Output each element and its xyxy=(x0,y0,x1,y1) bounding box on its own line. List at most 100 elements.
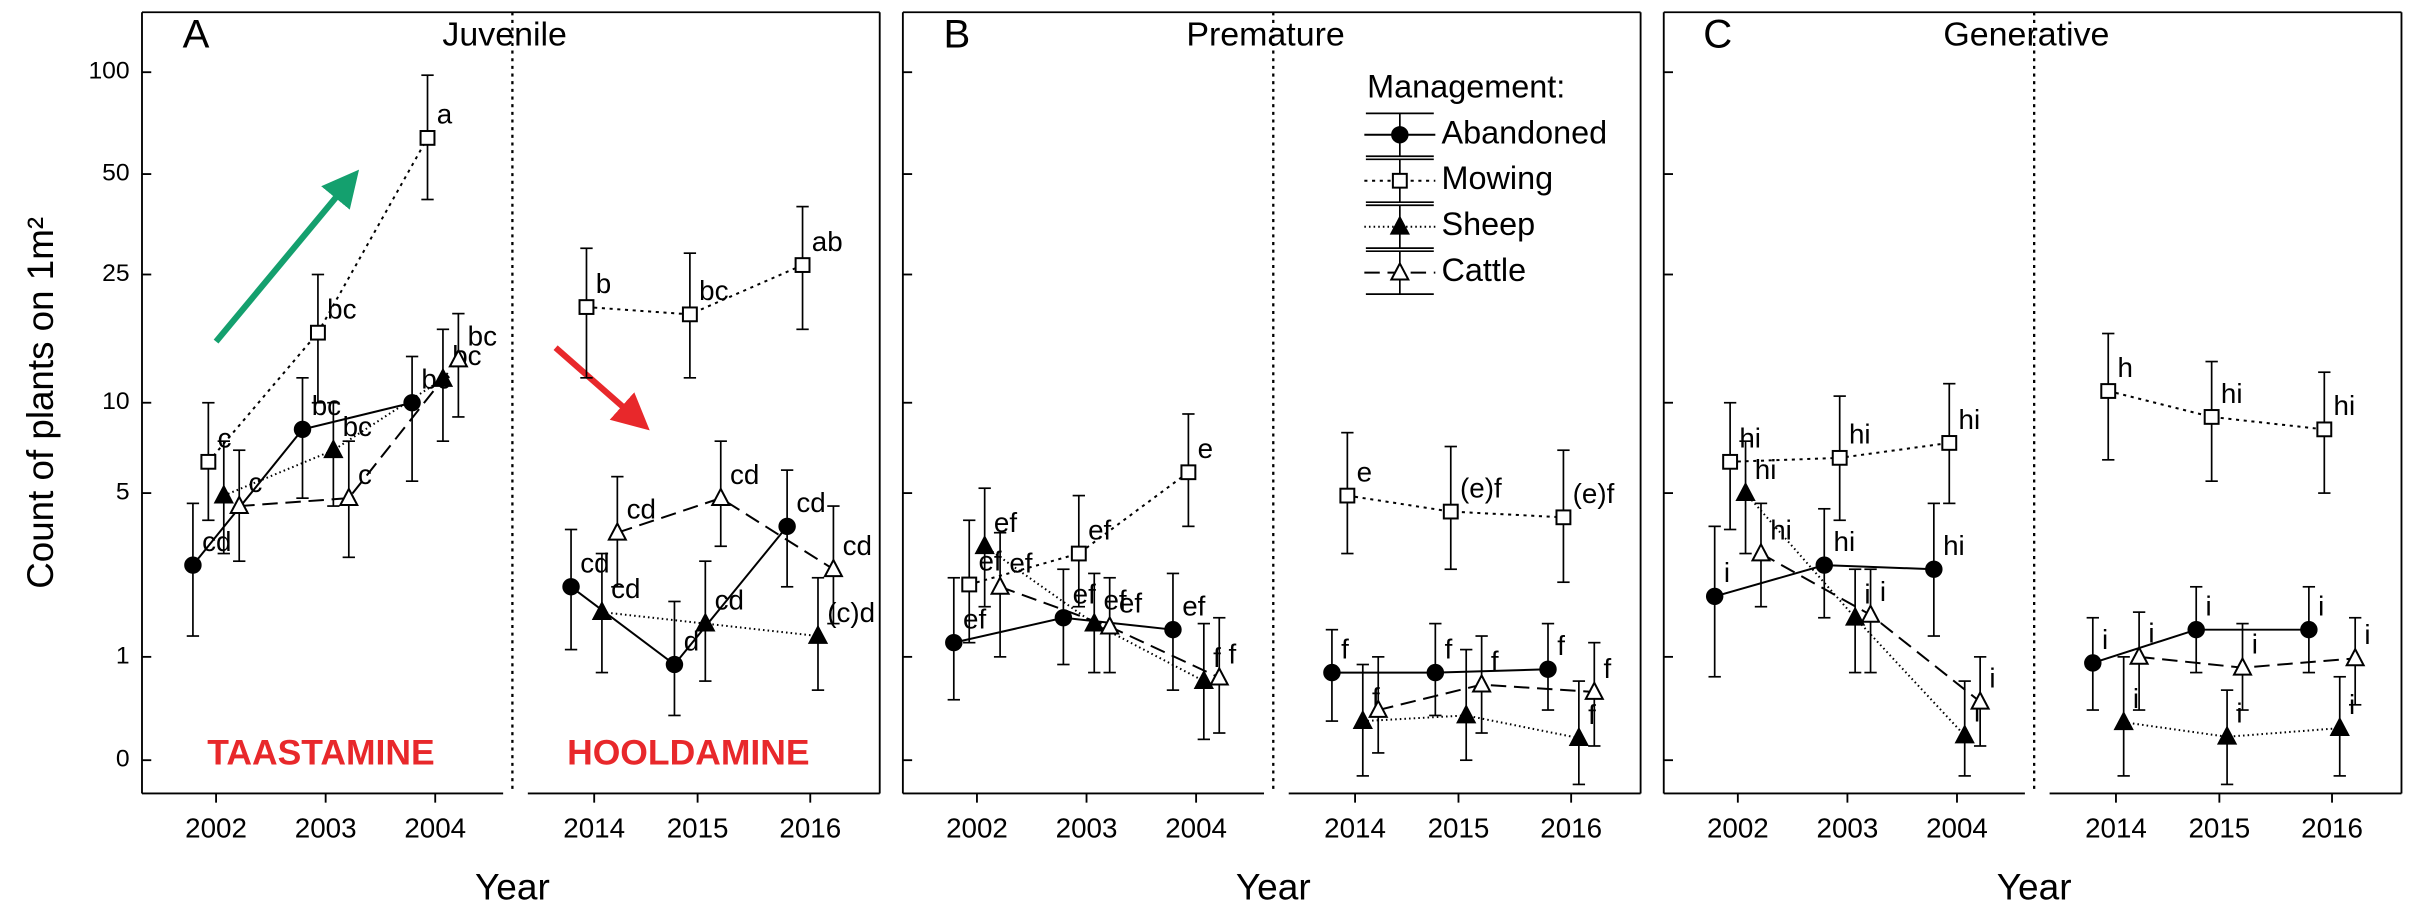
group-letter: bc xyxy=(343,411,372,442)
y-tick-label: 10 xyxy=(102,388,129,415)
data-point xyxy=(807,624,829,644)
group-letter: ef xyxy=(963,604,986,635)
series-line xyxy=(617,497,834,571)
legend-marker xyxy=(1391,172,1408,189)
data-point xyxy=(1705,587,1724,606)
group-letter: f xyxy=(1604,653,1612,684)
data-point xyxy=(989,575,1011,595)
y-tick-label: 0 xyxy=(116,746,130,773)
data-point xyxy=(309,324,326,341)
x-tick-label: 2003 xyxy=(1056,813,1118,844)
data-point xyxy=(2203,409,2220,425)
x-tick-label: 2002 xyxy=(185,813,247,844)
group-letter: bc xyxy=(327,294,356,325)
group-letter: i xyxy=(2364,619,2370,650)
data-point xyxy=(1735,481,1756,501)
group-letter: f xyxy=(1229,639,1237,670)
data-point xyxy=(1722,453,1739,470)
y-axis-label: Count of plants on 1m² xyxy=(20,217,61,589)
data-point xyxy=(2187,621,2205,639)
x-tick-label: 2015 xyxy=(667,813,729,844)
data-point xyxy=(1180,464,1197,481)
group-letter: hi xyxy=(1834,526,1856,557)
data-point xyxy=(1815,556,1833,574)
data-point xyxy=(1339,487,1356,504)
data-point xyxy=(681,306,698,323)
group-letter: i xyxy=(2205,591,2211,622)
group-letter: bc xyxy=(468,320,497,351)
x-tick-label: 2015 xyxy=(2188,813,2250,844)
panel-title: Juvenile xyxy=(442,16,567,54)
data-point xyxy=(823,557,844,578)
series-line xyxy=(1347,494,1564,519)
group-letter: ef xyxy=(1088,514,1111,545)
x-tick-label: 2004 xyxy=(404,813,466,844)
data-point xyxy=(607,521,628,541)
x-tick-label: 2015 xyxy=(1428,813,1490,844)
data-point xyxy=(2113,710,2134,731)
group-letter: f xyxy=(1491,646,1499,677)
x-tick-label: 2014 xyxy=(1324,813,1386,844)
group-letter: b xyxy=(596,268,611,299)
x-axis-label: Year xyxy=(1997,867,2072,908)
x-tick-label: 2002 xyxy=(946,813,1008,844)
group-letter: cd xyxy=(715,585,744,616)
group-letter: i xyxy=(2236,698,2242,729)
data-point xyxy=(1070,545,1087,562)
data-point xyxy=(710,486,731,507)
group-letter: ef xyxy=(1119,588,1142,619)
data-point xyxy=(794,257,811,273)
group-letter: ef xyxy=(994,507,1017,538)
data-point xyxy=(665,655,684,674)
data-point xyxy=(695,612,716,632)
group-letter: ab xyxy=(812,226,843,257)
y-tick-label: 50 xyxy=(102,160,129,187)
x-tick-label: 2014 xyxy=(563,813,625,844)
data-point xyxy=(1471,673,1492,693)
data-point xyxy=(945,634,963,652)
data-point xyxy=(1831,449,1848,466)
data-point xyxy=(1584,680,1605,700)
group-letter: i xyxy=(1864,579,1870,610)
group-letter: i xyxy=(2148,618,2154,649)
data-point xyxy=(1099,615,1120,635)
x-tick-label: 2002 xyxy=(1707,813,1769,844)
x-tick-label: 2016 xyxy=(2301,813,2363,844)
data-point xyxy=(562,578,580,596)
legend-label: Cattle xyxy=(1442,252,1527,288)
data-point xyxy=(1368,698,1389,718)
data-point xyxy=(2216,725,2238,745)
group-letter: cd xyxy=(627,494,656,525)
data-point xyxy=(961,576,978,593)
legend-label: Abandoned xyxy=(1442,114,1608,150)
x-axis-label: Year xyxy=(475,867,550,908)
annotation: TAASTAMINE xyxy=(207,734,434,773)
data-point xyxy=(229,494,250,514)
data-point xyxy=(1456,704,1477,724)
data-point xyxy=(2300,621,2318,639)
y-tick-label: 25 xyxy=(102,260,129,287)
data-point xyxy=(2316,421,2333,438)
group-letter: bc xyxy=(699,275,728,306)
data-point xyxy=(419,130,436,146)
x-axis-label: Year xyxy=(1236,867,1311,908)
legend-label: Mowing xyxy=(1442,160,1554,196)
data-point xyxy=(2345,647,2366,667)
data-point xyxy=(403,394,421,412)
trend-arrow xyxy=(553,345,650,431)
group-letter: i xyxy=(1974,696,1980,727)
panel-letter: A xyxy=(183,12,210,56)
data-point xyxy=(1323,663,1341,682)
panel-letter: B xyxy=(944,12,971,56)
data-point xyxy=(591,600,613,621)
panel-title: Generative xyxy=(1943,16,2109,54)
group-letter: cd xyxy=(730,459,759,490)
group-letter: f xyxy=(1557,630,1565,661)
group-letter: h xyxy=(2118,352,2133,383)
data-point xyxy=(1555,509,1572,526)
x-tick-label: 2016 xyxy=(779,813,841,844)
data-point xyxy=(578,299,595,315)
data-point xyxy=(1426,663,1445,682)
panel-title: Premature xyxy=(1186,16,1344,54)
data-point xyxy=(1568,726,1590,746)
